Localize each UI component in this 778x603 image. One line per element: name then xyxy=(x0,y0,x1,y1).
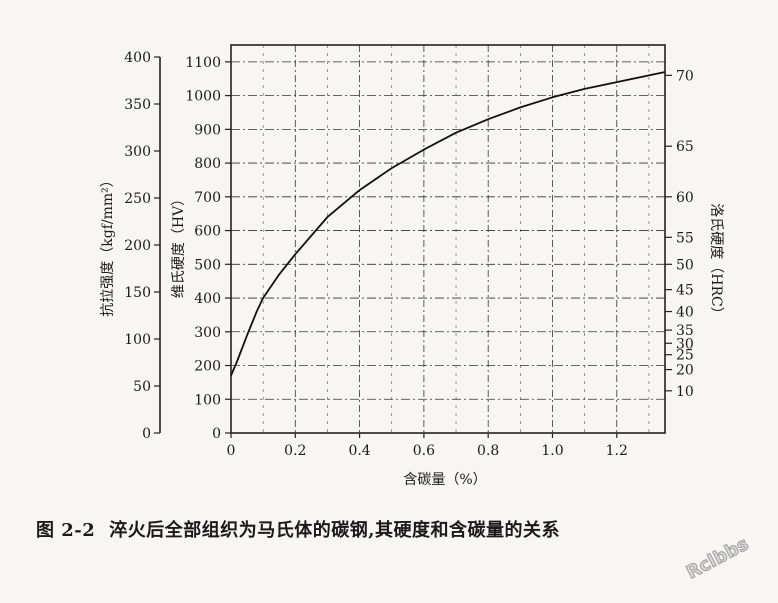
caption-text: 淬火后全部组织为马氏体的碳钢,其硬度和含碳量的关系 xyxy=(109,520,561,541)
watermark: Rclbbs xyxy=(683,533,753,584)
hrc-tick-label: 45 xyxy=(676,283,694,299)
tensile-tick-label: 400 xyxy=(124,50,151,66)
hv-tick-label: 300 xyxy=(194,325,221,341)
x-tick-label: 1.0 xyxy=(541,443,563,459)
tensile-tick-label: 100 xyxy=(124,332,151,348)
x-axis-title: 含碳量（%） xyxy=(403,472,486,488)
figure-caption: 图 2-2 淬火后全部组织为马氏体的碳钢,其硬度和含碳量的关系 xyxy=(36,516,560,542)
plot-frame xyxy=(230,44,666,434)
hrc-tick-label: 10 xyxy=(676,384,694,400)
tensile-tick-label: 250 xyxy=(124,191,151,207)
hrc-tick-label: 65 xyxy=(676,139,694,155)
figure-number: 图 2-2 xyxy=(36,520,96,541)
tensile-tick-label: 50 xyxy=(133,379,151,395)
x-tick-label: 0.4 xyxy=(348,443,370,459)
tensile-tick-label: 0 xyxy=(142,426,151,442)
hrc-axis-title: 洛氏硬度（HRC） xyxy=(708,203,724,320)
hv-tick-label: 800 xyxy=(194,156,221,172)
hv-tick-label: 600 xyxy=(194,224,221,240)
carbon-hardness-chart: 0 0.2 0.4 0.6 0.8 1.0 1.2010020030040050060070… xyxy=(100,44,724,488)
hrc-tick-label: 20 xyxy=(676,363,694,379)
hv-tick-label: 1100 xyxy=(185,55,221,71)
hrc-tick-label: 50 xyxy=(676,257,694,273)
hrc-tick-label: 35 xyxy=(676,323,694,339)
hrc-tick-label: 60 xyxy=(676,190,694,206)
hv-tick-label: 0 xyxy=(212,426,221,442)
grid-lines xyxy=(231,45,665,433)
hv-tick-label: 400 xyxy=(194,291,221,307)
hrc-tick-label: 25 xyxy=(676,348,694,364)
hv-tick-label: 1000 xyxy=(185,89,221,105)
hv-tick-label: 500 xyxy=(194,257,221,273)
x-tick-label: 0.2 xyxy=(284,443,306,459)
x-tick-label: 0.6 xyxy=(413,443,435,459)
hrc-tick-label: 30 xyxy=(676,336,694,352)
hv-tick-label: 200 xyxy=(194,359,221,375)
tensile-tick-label: 350 xyxy=(124,97,151,113)
hv-axis-title: 维氏硬度（HV） xyxy=(171,192,187,298)
hrc-tick-label: 55 xyxy=(676,230,694,246)
hv-tick-label: 100 xyxy=(194,392,221,408)
x-tick-label: 1.2 xyxy=(606,443,628,459)
hv-tick-label: 700 xyxy=(194,190,221,206)
hardness-curve xyxy=(230,71,666,376)
series-layer xyxy=(230,71,666,376)
tensile-axis-title: 抗拉强度（kgf/mm²） xyxy=(100,173,116,317)
hv-tick-label: 900 xyxy=(194,122,221,138)
tensile-tick-label: 150 xyxy=(124,285,151,301)
hrc-tick-label: 70 xyxy=(676,68,694,84)
tensile-tick-label: 300 xyxy=(124,144,151,160)
x-tick-label: 0.8 xyxy=(477,443,499,459)
axes: 0 0.2 0.4 0.6 0.8 1.0 1.2010020030040050060070… xyxy=(124,44,694,459)
x-tick-label: 0 xyxy=(227,443,236,459)
tensile-tick-label: 200 xyxy=(124,238,151,254)
hrc-tick-label: 40 xyxy=(676,305,694,321)
